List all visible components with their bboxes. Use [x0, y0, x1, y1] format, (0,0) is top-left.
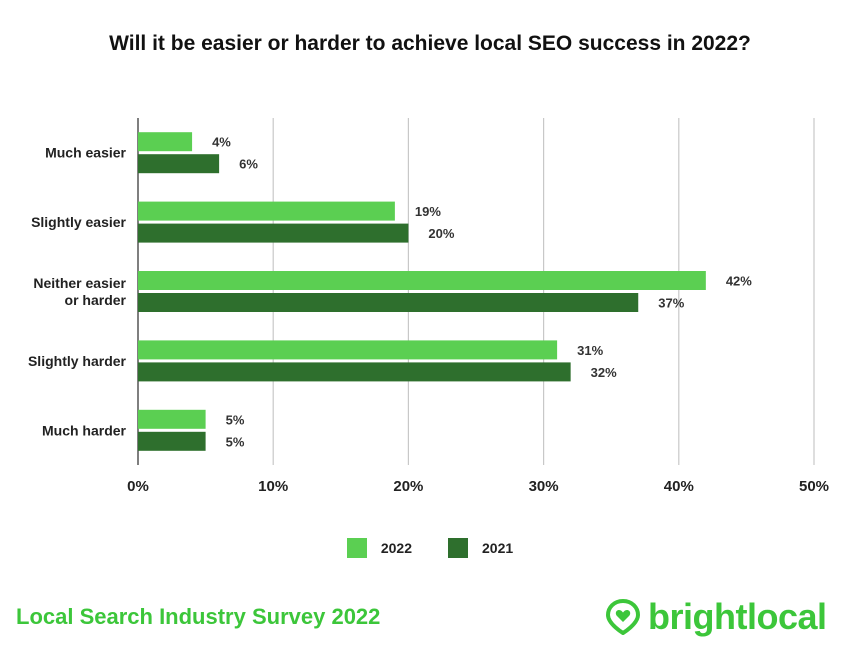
data-label: 19% [415, 204, 441, 219]
x-tick-label: 0% [127, 478, 149, 495]
bar-2021-3 [138, 362, 571, 382]
bar-2021-1 [138, 223, 409, 243]
data-label: 31% [577, 343, 603, 358]
category-label: or harder [65, 292, 127, 308]
data-label: 4% [212, 135, 231, 150]
brand-name: brightlocal [648, 596, 827, 637]
category-label: Much easier [45, 145, 126, 161]
chart-title: Will it be easier or harder to achieve l… [109, 32, 751, 55]
x-tick-label: 30% [529, 478, 559, 495]
bar-2022-1 [138, 201, 395, 221]
survey-name: Local Search Industry Survey 2022 [16, 604, 381, 629]
bar-chart: 0% 10% 20% 30% 40% 50% Much easier 4% 6% Slightly… [28, 118, 829, 495]
x-tick-label: 50% [799, 478, 829, 495]
category-label: Slightly harder [28, 353, 127, 369]
data-label: 6% [239, 157, 258, 172]
data-label: 5% [226, 434, 245, 449]
chart-legend: 2022 2021 [0, 538, 860, 558]
legend-swatch-2022 [346, 538, 367, 558]
bar-2022-4 [138, 409, 206, 429]
category-label: Neither easier [33, 275, 126, 291]
bar-2021-0 [138, 154, 220, 174]
category-label: Much harder [42, 422, 127, 438]
brand-logo: brightlocal [606, 596, 827, 638]
data-label: 42% [726, 274, 752, 289]
x-tick-label: 10% [258, 478, 288, 495]
location-pin-heart-icon [606, 599, 640, 635]
bar-2021-2 [138, 293, 639, 312]
data-label: 5% [226, 412, 245, 427]
bar-2022-2 [138, 271, 706, 290]
bar-2022-0 [138, 132, 193, 152]
category-label: Slightly easier [31, 214, 126, 230]
legend-label-2021: 2021 [482, 540, 514, 556]
legend-label-2022: 2022 [380, 540, 412, 556]
x-tick-label: 20% [393, 478, 423, 495]
legend-swatch-2021 [448, 538, 468, 558]
bar-2021-4 [138, 431, 206, 451]
legend-item-2021: 2021 [448, 538, 513, 558]
data-label: 20% [428, 226, 454, 241]
data-label: 32% [591, 365, 617, 380]
x-tick-label: 40% [664, 478, 694, 495]
legend-item-2022: 2022 [346, 538, 412, 558]
bar-2022-3 [138, 340, 558, 360]
data-label: 37% [658, 296, 684, 311]
